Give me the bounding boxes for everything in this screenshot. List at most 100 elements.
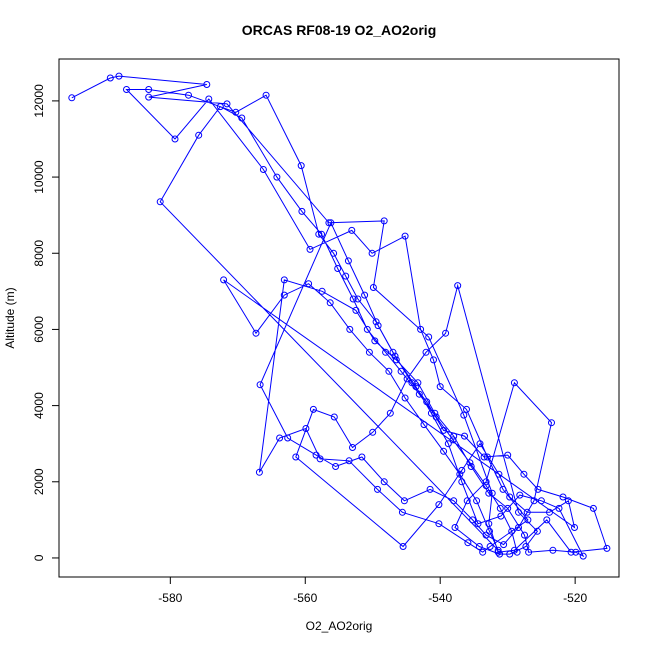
data-point xyxy=(506,550,514,558)
data-point xyxy=(480,453,488,461)
data-point xyxy=(332,463,340,470)
data-point xyxy=(306,245,314,253)
data-point xyxy=(345,457,353,465)
data-point xyxy=(156,198,164,206)
data-point xyxy=(458,466,466,474)
data-point xyxy=(485,520,493,528)
y-tick-label: 10000 xyxy=(32,160,46,194)
data-point xyxy=(358,453,366,461)
data-point xyxy=(548,419,555,427)
data-point xyxy=(543,516,551,524)
chart-title: ORCAS RF08-19 O2_AO2orig xyxy=(242,22,437,38)
data-point xyxy=(483,453,491,461)
data-point xyxy=(276,434,284,442)
data-point xyxy=(521,531,528,539)
data-point xyxy=(431,409,439,417)
data-point xyxy=(537,497,545,505)
data-point xyxy=(476,440,484,448)
x-tick-label: -520 xyxy=(563,591,587,605)
data-point xyxy=(302,425,310,432)
data-point xyxy=(510,379,518,387)
data-point xyxy=(423,398,431,406)
data-point xyxy=(456,470,464,478)
data-point xyxy=(349,295,357,303)
data-point xyxy=(312,451,320,459)
data-point xyxy=(344,257,352,265)
data-point xyxy=(325,219,333,227)
data-point xyxy=(436,383,444,391)
data-point xyxy=(479,548,487,556)
data-point xyxy=(495,470,503,478)
y-tick-label: 12000 xyxy=(32,84,46,118)
data-point xyxy=(422,348,430,356)
data-point xyxy=(515,508,522,516)
data-point xyxy=(380,478,388,486)
data-point xyxy=(546,508,553,516)
data-point xyxy=(374,485,381,493)
data-point xyxy=(486,527,493,535)
data-point xyxy=(361,291,369,299)
data-point xyxy=(342,272,350,280)
data-point xyxy=(494,546,502,554)
data-point xyxy=(398,508,406,516)
data-point xyxy=(330,413,338,421)
data-point xyxy=(466,459,474,467)
data-point xyxy=(463,497,471,505)
data-point xyxy=(417,325,425,333)
data-point xyxy=(352,306,360,314)
data-point xyxy=(461,432,468,440)
data-point xyxy=(482,482,490,490)
data-point xyxy=(252,329,260,337)
data-point xyxy=(603,544,611,552)
data-point xyxy=(458,478,466,486)
data-point xyxy=(273,173,281,181)
data-point xyxy=(305,280,313,288)
data-point xyxy=(530,497,538,505)
data-point xyxy=(572,548,580,556)
data-point xyxy=(524,516,532,524)
data-point xyxy=(567,548,575,556)
data-point xyxy=(400,497,408,505)
y-tick-label: 8000 xyxy=(32,240,46,267)
data-point xyxy=(262,91,270,99)
data-point xyxy=(427,409,435,417)
data-point xyxy=(327,219,335,227)
data-point xyxy=(482,478,490,486)
data-point xyxy=(500,541,508,549)
data-point xyxy=(292,453,300,461)
data-point xyxy=(488,489,496,497)
data-point xyxy=(255,468,263,476)
data-point xyxy=(297,162,305,170)
data-point xyxy=(171,135,179,143)
data-point xyxy=(354,295,362,303)
data-point xyxy=(386,409,394,417)
data-point xyxy=(365,348,373,356)
data-point xyxy=(454,282,462,290)
data-layer xyxy=(68,72,611,560)
data-point xyxy=(432,413,440,421)
data-point xyxy=(571,524,578,531)
data-point xyxy=(564,497,572,505)
data-point xyxy=(525,548,533,556)
data-point xyxy=(415,390,423,398)
data-point xyxy=(559,493,567,501)
data-point xyxy=(106,74,114,82)
data-point xyxy=(450,432,458,440)
data-point xyxy=(326,299,334,307)
y-axis-label: Altitude (m) xyxy=(3,287,17,348)
data-point xyxy=(363,325,371,333)
data-point xyxy=(555,504,563,512)
data-point xyxy=(579,552,587,560)
data-point xyxy=(205,95,213,103)
data-point xyxy=(380,217,388,225)
data-point xyxy=(440,426,448,434)
data-point xyxy=(223,100,231,108)
data-point xyxy=(534,485,542,493)
x-tick-label: -540 xyxy=(428,591,452,605)
data-point xyxy=(403,375,411,383)
data-point xyxy=(372,318,380,326)
data-point xyxy=(496,504,504,512)
data-point xyxy=(515,524,522,531)
